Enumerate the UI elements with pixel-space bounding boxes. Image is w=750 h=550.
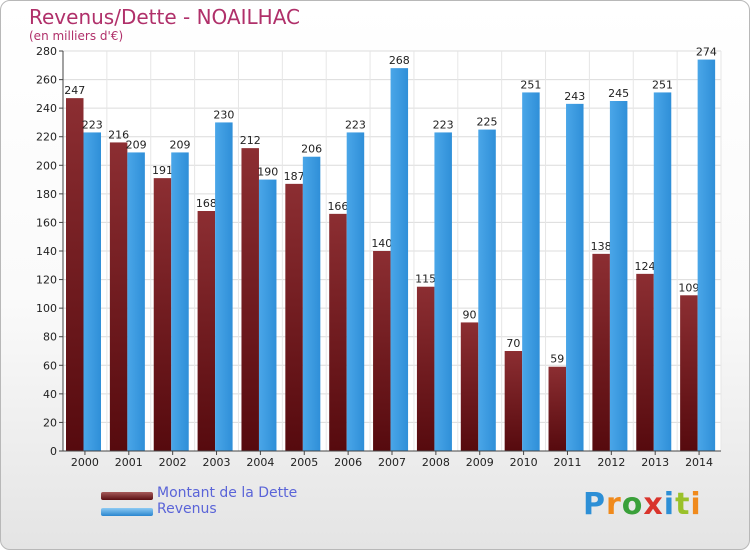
legend-swatch-revenue <box>101 508 153 516</box>
data-label-revenue: 243 <box>564 90 585 103</box>
data-label-revenue: 230 <box>213 108 234 121</box>
bar-revenue <box>434 132 452 451</box>
data-label-debt: 124 <box>635 260 656 273</box>
data-label-debt: 247 <box>64 84 85 97</box>
data-label-debt: 216 <box>108 128 129 141</box>
data-label-debt: 70 <box>506 337 520 350</box>
data-label-revenue: 223 <box>82 118 103 131</box>
bar-revenue <box>697 59 716 451</box>
data-label-revenue: 209 <box>169 138 190 151</box>
bar-revenue <box>215 122 233 451</box>
data-label-revenue: 223 <box>433 118 454 131</box>
bar-revenue <box>566 103 584 451</box>
bar-debt <box>153 178 172 451</box>
legend-label-revenue: Revenus <box>157 501 217 517</box>
y-tick-label: 100 <box>36 302 57 315</box>
bar-debt <box>636 273 654 451</box>
data-label-revenue: 223 <box>345 118 366 131</box>
y-tick-label: 140 <box>36 245 57 258</box>
bar-revenue <box>478 129 496 452</box>
y-tick-label: 180 <box>36 188 57 201</box>
bar-debt <box>373 251 391 451</box>
data-label-debt: 115 <box>415 273 436 286</box>
y-tick-label: 0 <box>50 445 57 458</box>
data-label-debt: 90 <box>463 308 477 321</box>
bar-debt <box>504 351 523 451</box>
x-tick-label: 2005 <box>290 456 318 469</box>
x-tick-label: 2008 <box>422 456 450 469</box>
bar-debt <box>680 295 698 451</box>
data-label-debt: 187 <box>284 170 305 183</box>
y-tick-label: 20 <box>43 416 57 429</box>
bar-debt <box>66 98 84 452</box>
bar-revenue <box>653 92 672 451</box>
y-tick-label: 260 <box>36 74 57 87</box>
y-tick-label: 280 <box>36 45 57 58</box>
bar-revenue <box>522 92 540 451</box>
data-label-debt: 212 <box>240 134 261 147</box>
x-tick-label: 2004 <box>246 456 274 469</box>
bar-debt <box>592 253 610 451</box>
data-label-revenue: 251 <box>652 78 673 91</box>
chart-title: Revenus/Dette - NOAILHAC <box>29 5 300 29</box>
y-tick-label: 120 <box>36 274 57 287</box>
data-label-debt: 166 <box>327 200 348 213</box>
bar-revenue <box>171 152 189 451</box>
data-label-revenue: 268 <box>389 54 410 67</box>
data-label-debt: 59 <box>550 353 564 366</box>
x-tick-label: 2003 <box>203 456 231 469</box>
bar-debt <box>329 213 347 451</box>
x-tick-label: 2000 <box>71 456 99 469</box>
data-label-debt: 168 <box>196 197 217 210</box>
x-tick-label: 2011 <box>553 456 581 469</box>
y-tick-label: 200 <box>36 159 57 172</box>
data-label-revenue: 274 <box>696 46 717 59</box>
data-label-debt: 138 <box>591 240 612 253</box>
bar-revenue <box>346 132 365 451</box>
legend-label-debt: Montant de la Dette <box>157 485 298 501</box>
data-label-revenue: 206 <box>301 143 322 156</box>
y-tick-label: 220 <box>36 131 57 144</box>
bar-revenue <box>83 132 101 451</box>
legend-swatch-debt <box>101 492 153 500</box>
bar-debt <box>460 322 479 451</box>
y-tick-label: 40 <box>43 388 57 401</box>
y-tick-label: 80 <box>43 331 57 344</box>
data-label-revenue: 251 <box>520 78 541 91</box>
bar-revenue <box>609 101 628 451</box>
bar-debt <box>109 142 128 451</box>
data-label-revenue: 190 <box>257 166 278 179</box>
y-tick-label: 60 <box>43 359 57 372</box>
chart-subtitle: (en milliers d'€) <box>29 29 124 43</box>
y-tick-label: 240 <box>36 102 57 115</box>
x-tick-label: 2006 <box>334 456 362 469</box>
bar-debt <box>416 286 435 451</box>
x-tick-label: 2009 <box>466 456 494 469</box>
bar-debt <box>197 211 216 451</box>
data-label-revenue: 225 <box>477 116 498 129</box>
data-label-revenue: 209 <box>126 138 147 151</box>
data-label-revenue: 245 <box>608 87 629 100</box>
bar-debt <box>285 183 303 451</box>
data-label-debt: 191 <box>152 164 173 177</box>
x-tick-label: 2014 <box>685 456 713 469</box>
bar-debt <box>548 366 567 451</box>
bar-revenue <box>390 68 409 452</box>
bar-revenue <box>258 179 277 452</box>
x-tick-label: 2010 <box>510 456 538 469</box>
x-tick-label: 2013 <box>641 456 669 469</box>
bar-debt <box>241 148 259 451</box>
x-tick-label: 2002 <box>159 456 187 469</box>
x-tick-label: 2012 <box>597 456 625 469</box>
proxiti-logo: Proxiti <box>583 487 702 522</box>
data-label-debt: 109 <box>678 281 699 294</box>
x-tick-label: 2007 <box>378 456 406 469</box>
x-tick-label: 2001 <box>115 456 143 469</box>
data-label-debt: 140 <box>371 237 392 250</box>
bar-revenue <box>302 156 321 451</box>
bar-revenue <box>127 152 145 451</box>
y-tick-label: 160 <box>36 216 57 229</box>
